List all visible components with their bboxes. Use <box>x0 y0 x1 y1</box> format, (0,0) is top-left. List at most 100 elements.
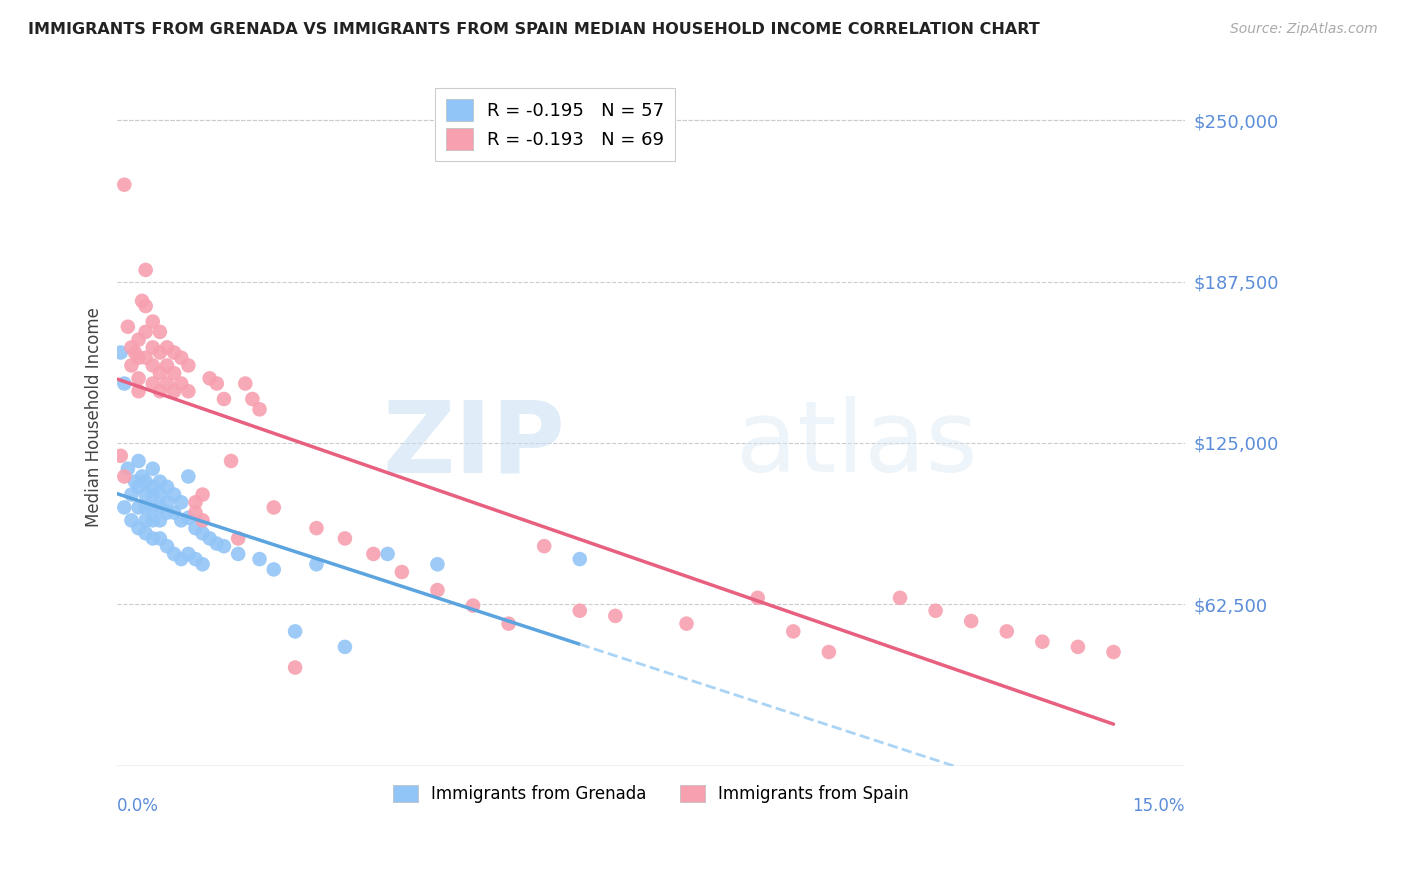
Point <box>233 376 256 391</box>
Point <box>163 345 186 359</box>
Point <box>128 480 150 494</box>
Point <box>120 513 142 527</box>
Text: IMMIGRANTS FROM GRENADA VS IMMIGRANTS FROM SPAIN MEDIAN HOUSEHOLD INCOME CORRELA: IMMIGRANTS FROM GRENADA VS IMMIGRANTS FR… <box>28 22 1040 37</box>
Point <box>177 510 200 524</box>
Point <box>284 660 307 674</box>
Point <box>149 532 172 546</box>
Point <box>120 487 142 501</box>
Point <box>177 384 200 399</box>
Text: atlas: atlas <box>737 396 979 493</box>
Point <box>149 513 172 527</box>
Point <box>131 469 153 483</box>
Point <box>305 521 328 535</box>
Point <box>170 495 193 509</box>
Point <box>184 552 207 566</box>
Text: Source: ZipAtlas.com: Source: ZipAtlas.com <box>1230 22 1378 37</box>
Point <box>163 384 186 399</box>
Point <box>112 500 135 515</box>
Point <box>135 351 157 365</box>
Point <box>191 526 214 541</box>
Point <box>924 604 946 618</box>
Point <box>675 616 697 631</box>
Point <box>128 454 150 468</box>
Point <box>112 376 135 391</box>
Point <box>170 552 193 566</box>
Point <box>263 562 285 576</box>
Point <box>128 371 150 385</box>
Point <box>128 521 150 535</box>
Point <box>533 539 555 553</box>
Point <box>131 293 153 308</box>
Point <box>142 513 165 527</box>
Point <box>163 487 186 501</box>
Point <box>163 366 186 380</box>
Point <box>226 547 249 561</box>
Point <box>163 547 186 561</box>
Point <box>226 532 249 546</box>
Point <box>249 552 271 566</box>
Point <box>156 495 179 509</box>
Point <box>782 624 804 639</box>
Point <box>135 263 157 277</box>
Point <box>363 547 385 561</box>
Point <box>135 513 157 527</box>
Point <box>219 454 242 468</box>
Point <box>747 591 769 605</box>
Point <box>960 614 983 628</box>
Point <box>142 314 165 328</box>
Point <box>170 513 193 527</box>
Point <box>205 536 228 550</box>
Point <box>149 500 172 515</box>
Point <box>461 599 484 613</box>
Point <box>120 340 142 354</box>
Point <box>135 500 157 515</box>
Point <box>184 506 207 520</box>
Point <box>284 624 307 639</box>
Point <box>333 532 356 546</box>
Point <box>184 521 207 535</box>
Y-axis label: Median Household Income: Median Household Income <box>86 307 103 527</box>
Point <box>120 359 142 373</box>
Point <box>149 487 172 501</box>
Point <box>333 640 356 654</box>
Point <box>128 351 150 365</box>
Point <box>170 376 193 391</box>
Point <box>112 469 135 483</box>
Point <box>142 359 165 373</box>
Point <box>149 366 172 380</box>
Point <box>112 178 135 192</box>
Point <box>124 345 146 359</box>
Text: ZIP: ZIP <box>382 396 565 493</box>
Point <box>142 480 165 494</box>
Point <box>128 500 150 515</box>
Point <box>135 299 157 313</box>
Point <box>142 376 165 391</box>
Point <box>568 552 591 566</box>
Point <box>177 359 200 373</box>
Point <box>128 384 150 399</box>
Point <box>263 500 285 515</box>
Point <box>249 402 271 417</box>
Point <box>995 624 1018 639</box>
Point <box>498 616 520 631</box>
Point <box>156 480 179 494</box>
Point <box>212 539 235 553</box>
Point <box>142 461 165 475</box>
Point <box>135 526 157 541</box>
Point <box>128 333 150 347</box>
Point <box>605 608 627 623</box>
Point <box>163 506 186 520</box>
Point <box>198 532 221 546</box>
Point <box>117 461 139 475</box>
Point <box>191 558 214 572</box>
Point <box>568 604 591 618</box>
Point <box>889 591 911 605</box>
Point <box>142 340 165 354</box>
Point <box>1067 640 1090 654</box>
Point <box>135 475 157 489</box>
Point <box>191 487 214 501</box>
Point <box>818 645 841 659</box>
Point <box>117 319 139 334</box>
Point <box>426 583 449 598</box>
Point <box>110 345 132 359</box>
